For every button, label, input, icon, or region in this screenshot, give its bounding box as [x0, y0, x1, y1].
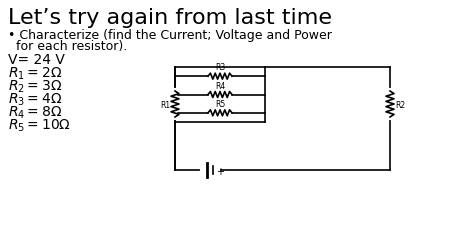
Text: R4: R4 [215, 81, 225, 90]
Text: $R_2 = 3\Omega$: $R_2 = 3\Omega$ [8, 79, 62, 95]
Text: R1: R1 [160, 100, 170, 109]
Text: $R_3 = 4\Omega$: $R_3 = 4\Omega$ [8, 92, 62, 108]
Text: R3: R3 [215, 63, 225, 72]
Text: $R_1 = 2\Omega$: $R_1 = 2\Omega$ [8, 66, 62, 82]
Text: V= 24 V: V= 24 V [8, 53, 65, 67]
Text: +: + [216, 166, 224, 176]
Text: R2: R2 [395, 100, 405, 109]
Text: • Characterize (find the Current; Voltage and Power: • Characterize (find the Current; Voltag… [8, 29, 332, 42]
Text: $R_5 = 10\Omega$: $R_5 = 10\Omega$ [8, 117, 71, 134]
Text: Let’s try again from last time: Let’s try again from last time [8, 8, 332, 28]
Text: R5: R5 [215, 100, 225, 108]
Text: for each resistor).: for each resistor). [8, 40, 127, 53]
Text: $R_4 = 8\Omega$: $R_4 = 8\Omega$ [8, 105, 62, 121]
